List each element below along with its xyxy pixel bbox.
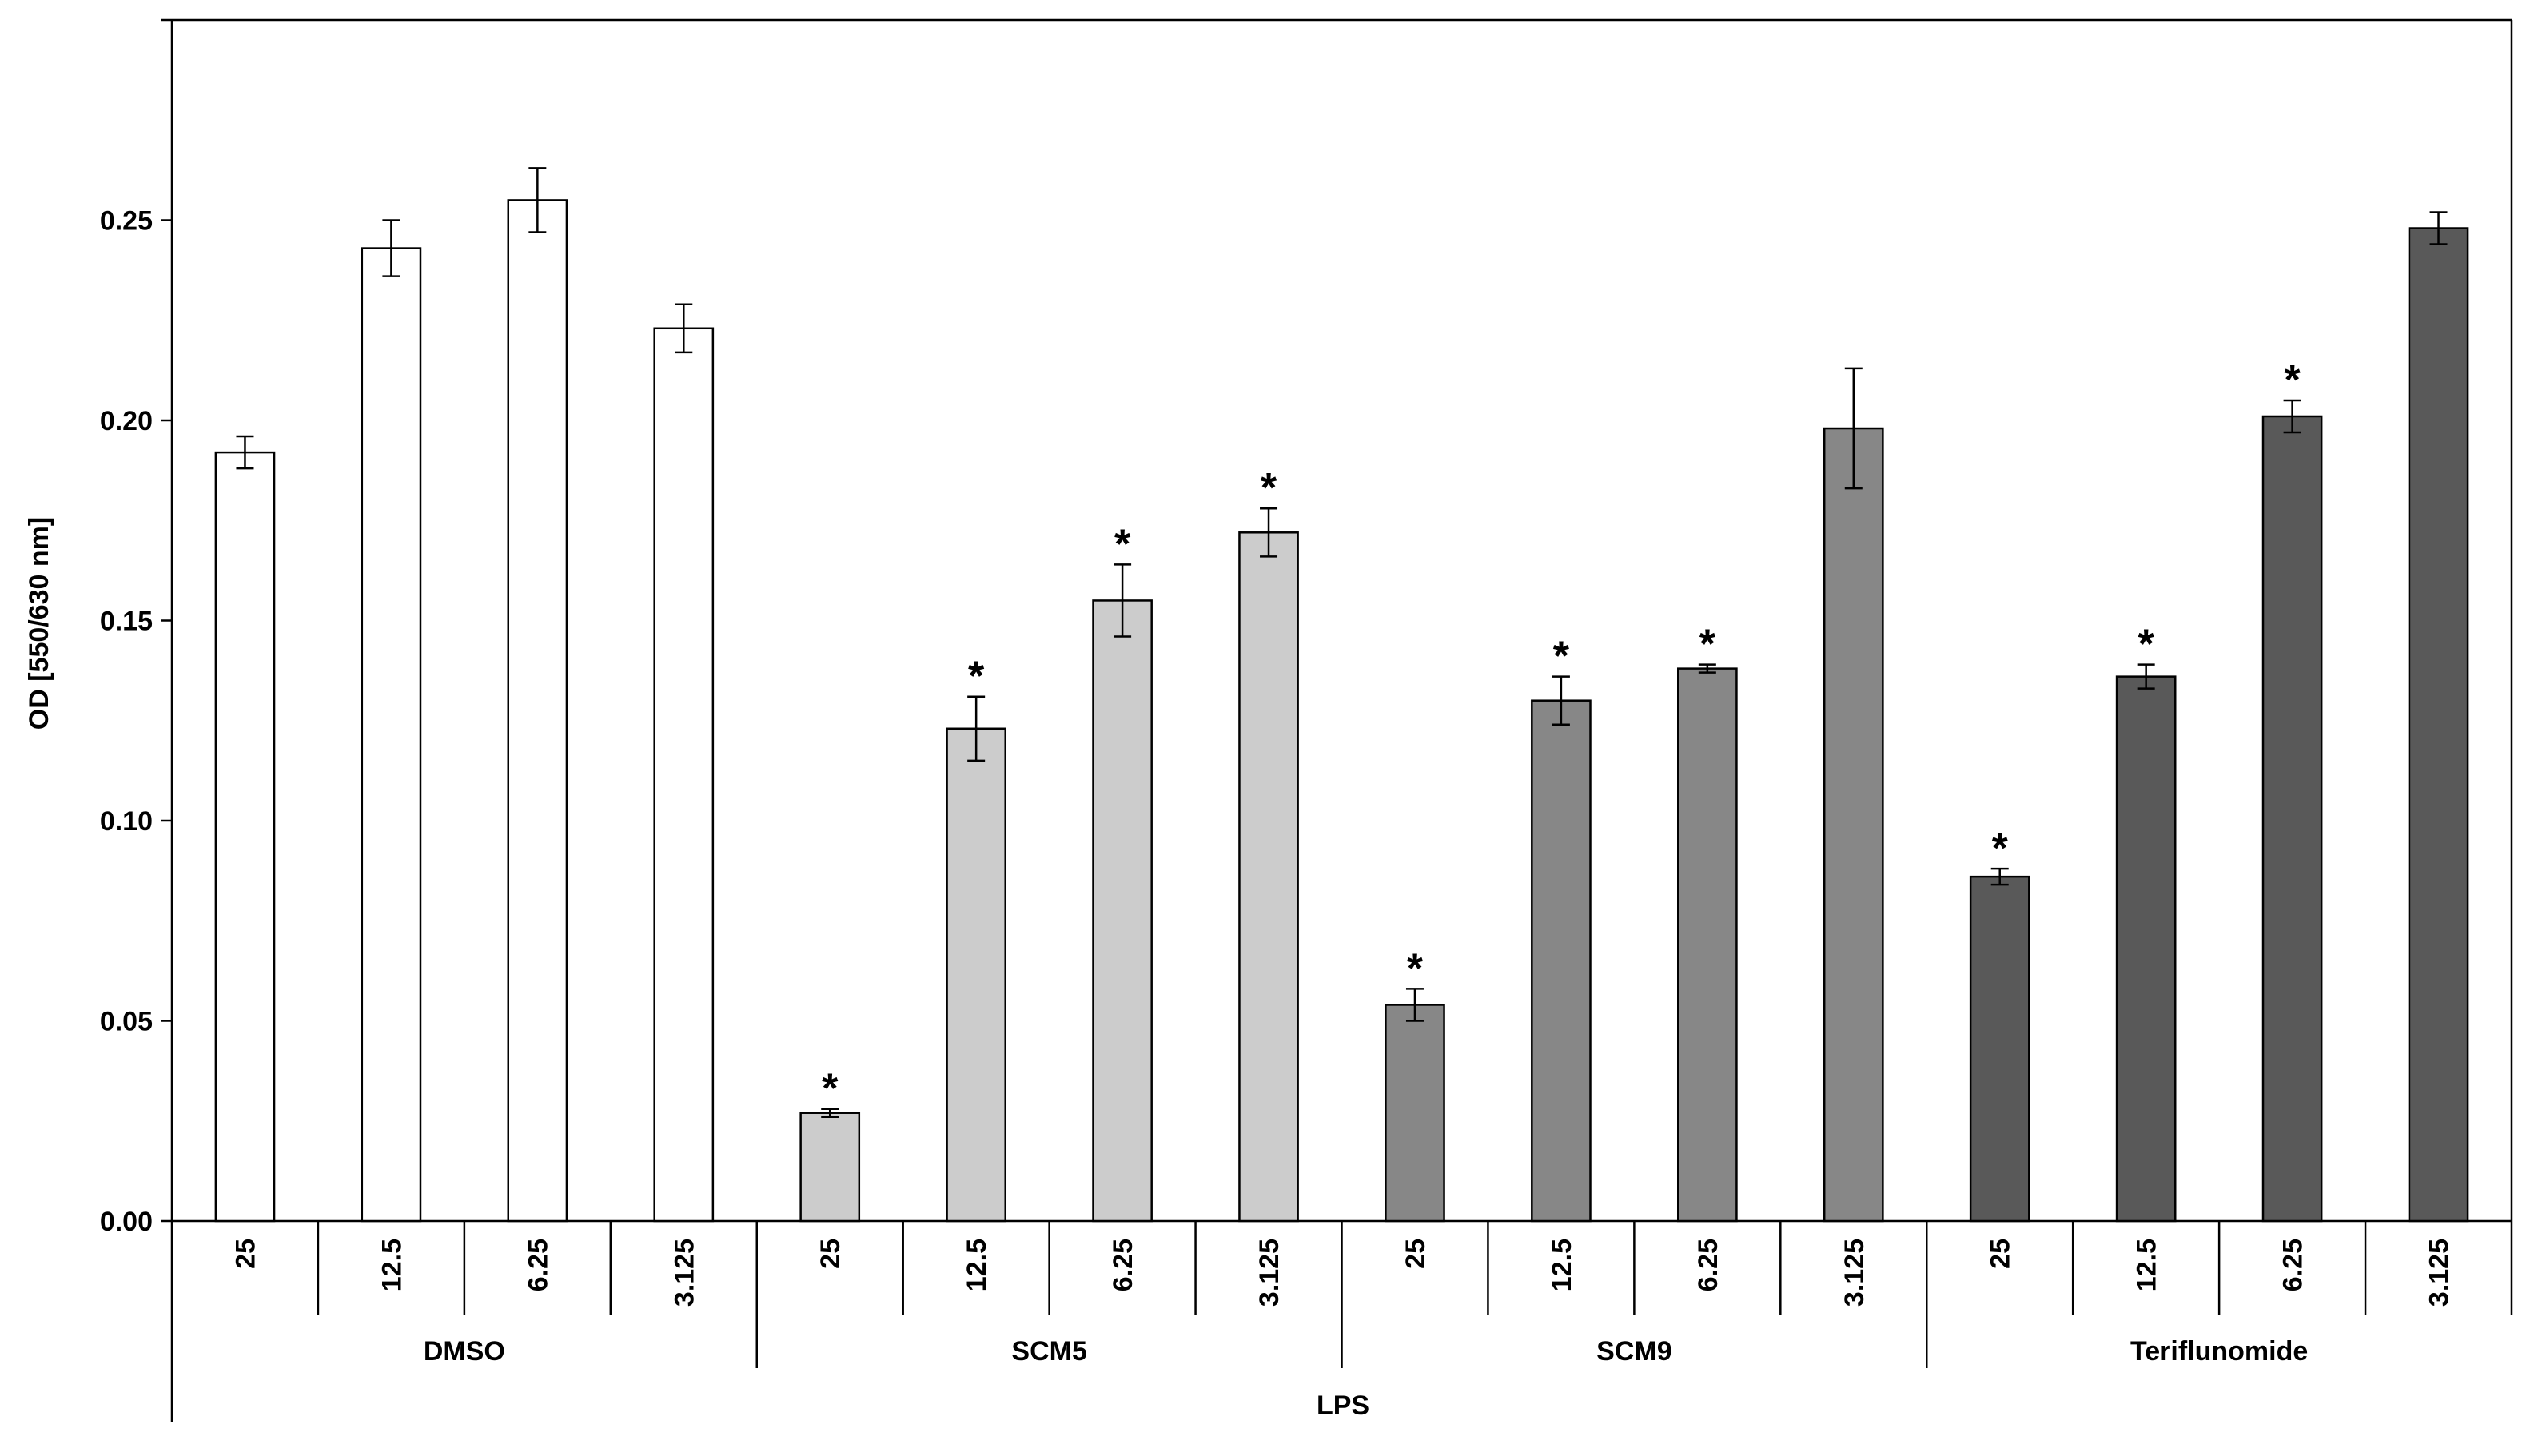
significance-star: *	[1407, 945, 1424, 992]
x-category-label: 3.125	[669, 1239, 699, 1307]
x-category-label: 6.25	[2278, 1239, 2309, 1291]
significance-star: *	[1992, 825, 2009, 872]
y-tick-labels: 0.00 0.05 0.10 0.15 0.20 0.25	[100, 206, 153, 1238]
bar	[214, 451, 276, 1223]
bar	[653, 327, 715, 1223]
bar	[1823, 427, 1884, 1223]
x-group-label: SCM5	[1011, 1336, 1086, 1366]
bar	[507, 199, 568, 1223]
y-tick-label: 0.10	[100, 806, 153, 837]
x-category-label: 6.25	[1693, 1239, 1723, 1291]
significance-star: *	[968, 654, 985, 700]
x-category-label: 6.25	[523, 1239, 553, 1291]
bar	[2261, 415, 2323, 1223]
bar	[1969, 875, 2030, 1223]
x-category-label: 12.5	[962, 1239, 992, 1291]
bars	[214, 199, 2469, 1223]
y-tick-label: 0.15	[100, 607, 153, 637]
x-axis-label: LPS	[1317, 1390, 1369, 1421]
x-category-label: 6.25	[1108, 1239, 1138, 1291]
significance-star: *	[1699, 622, 1716, 668]
x-group-label: Teriflunomide	[2130, 1336, 2308, 1366]
bar	[2408, 227, 2469, 1223]
x-category-label: 12.5	[377, 1239, 407, 1291]
bar	[946, 727, 1006, 1223]
x-group-labels: DMSO SCM5 SCM9 Teriflunomide	[424, 1336, 2308, 1366]
bar	[1385, 1004, 1445, 1223]
y-tick-label: 0.25	[100, 206, 153, 237]
bar	[1677, 667, 1738, 1223]
y-axis-label: OD [550/630 nm]	[24, 517, 54, 730]
x-category-label: 3.125	[1839, 1239, 1870, 1307]
significance-star: *	[2138, 622, 2155, 668]
y-tick-label: 0.20	[100, 406, 153, 436]
y-tick-label: 0.00	[100, 1207, 153, 1237]
bar	[1238, 531, 1299, 1223]
significance-star: *	[1553, 634, 1570, 680]
significance-star: *	[2284, 357, 2301, 404]
significance-star: *	[822, 1066, 839, 1112]
bar	[799, 1112, 861, 1223]
y-tick-label: 0.05	[100, 1007, 153, 1037]
bar	[2115, 675, 2177, 1223]
error-bars	[236, 167, 2448, 1118]
bar	[1531, 699, 1592, 1223]
x-category-label: 25	[230, 1239, 261, 1269]
x-category-label: 3.125	[2424, 1239, 2455, 1307]
bar	[361, 247, 422, 1223]
x-category-label: 25	[1400, 1239, 1431, 1269]
significance-markers: * * * * * * * * * *	[822, 357, 2301, 1112]
x-group-label: DMSO	[424, 1336, 505, 1366]
significance-star: *	[1114, 521, 1131, 567]
x-category-label: 12.5	[2132, 1239, 2162, 1291]
x-category-label: 12.5	[1547, 1239, 1577, 1291]
x-group-label: SCM9	[1596, 1336, 1671, 1366]
x-category-label: 25	[815, 1239, 846, 1269]
y-axis-ticks	[161, 18, 172, 1223]
x-axis-dividers	[317, 1221, 2513, 1368]
significance-star: *	[1261, 465, 1277, 511]
x-category-label: 3.125	[1254, 1239, 1285, 1307]
x-category-labels: 25 12.5 6.25 3.125 25 12.5 6.25 3.125 25 12.5 6.25…	[230, 1239, 2454, 1307]
bar	[1092, 599, 1153, 1223]
x-category-label: 25	[1986, 1239, 2016, 1269]
